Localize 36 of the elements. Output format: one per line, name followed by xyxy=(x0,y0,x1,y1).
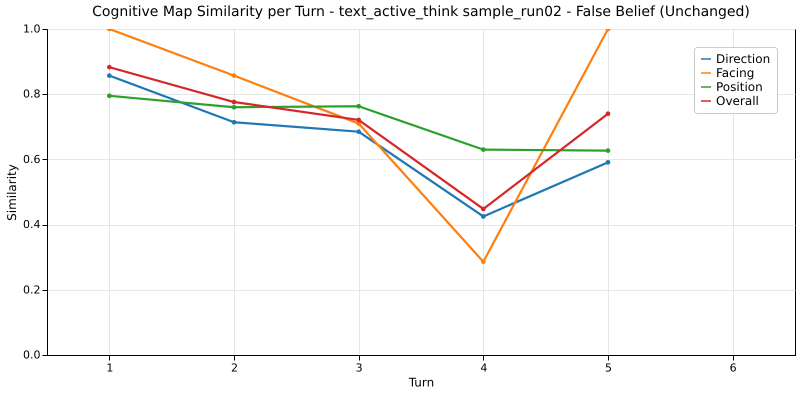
point xyxy=(606,160,610,165)
y-tick-label: 1.0 xyxy=(23,22,40,36)
y-tick-label: 0.0 xyxy=(23,348,40,362)
point xyxy=(106,93,112,98)
x-tick-label: 3 xyxy=(356,362,363,374)
point xyxy=(232,120,236,125)
point xyxy=(480,259,486,264)
x-tick-label: 6 xyxy=(730,362,737,374)
point xyxy=(356,104,362,109)
point xyxy=(480,147,486,152)
point xyxy=(232,100,236,104)
x-tick-label: 4 xyxy=(480,362,488,374)
point xyxy=(480,214,486,219)
point xyxy=(480,206,486,212)
y-axis-title: Similarity xyxy=(5,164,20,221)
x-tick-label: 5 xyxy=(605,362,612,374)
point xyxy=(232,73,236,78)
point xyxy=(606,111,610,116)
x-tick-label: 2 xyxy=(231,362,238,374)
point xyxy=(356,118,362,122)
point xyxy=(606,148,610,153)
point xyxy=(356,129,362,134)
x-tick-label: 1 xyxy=(106,362,114,374)
point xyxy=(106,73,112,78)
legend-label: Direction xyxy=(716,52,770,66)
point xyxy=(106,64,112,70)
legend-label: Position xyxy=(716,80,763,94)
y-tick-label: 0.2 xyxy=(23,283,40,296)
y-tick-label: 0.8 xyxy=(23,88,40,101)
x-axis-title: Turn xyxy=(408,376,434,390)
y-tick-label: 0.4 xyxy=(23,218,40,232)
chart-title: Cognitive Map Similarity per Turn - text_active_think sample_run02 - False Belief (Unchanged) xyxy=(92,4,750,20)
y-tick-label: 0.6 xyxy=(23,152,40,166)
point xyxy=(232,104,236,110)
legend-label: Facing xyxy=(716,66,754,80)
legend-label: Overall xyxy=(716,94,759,108)
